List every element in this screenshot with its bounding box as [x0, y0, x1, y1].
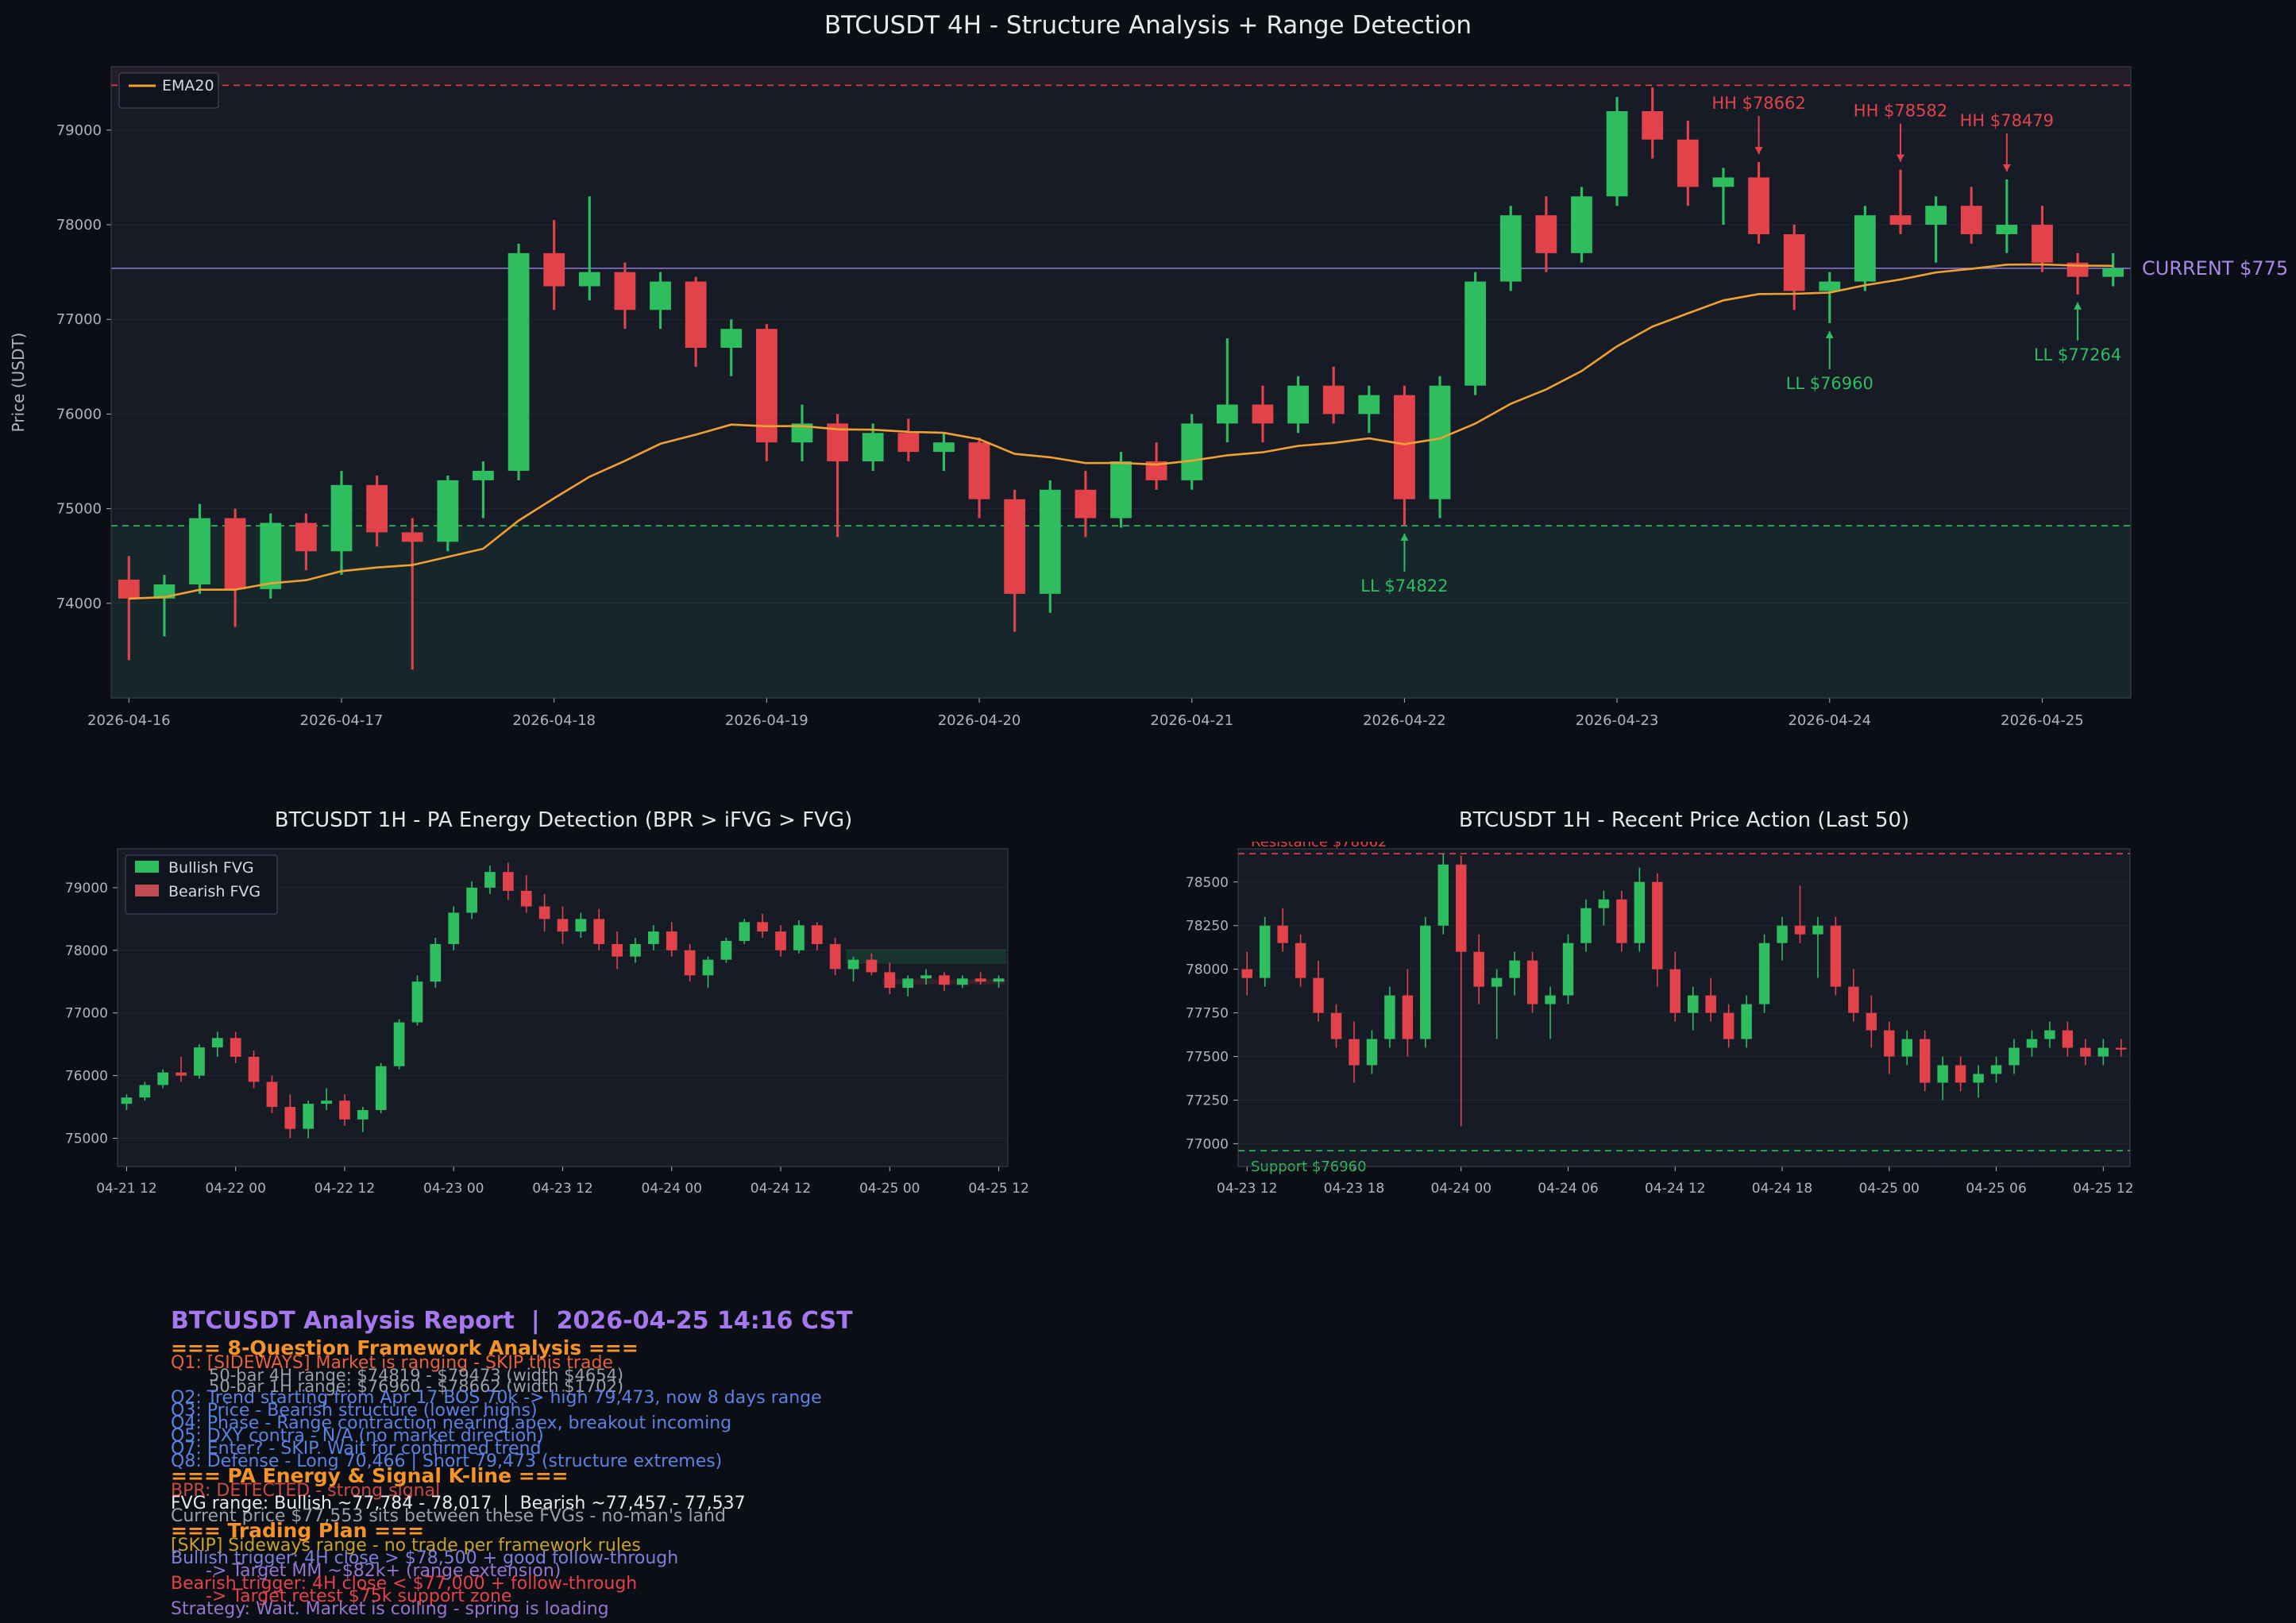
zone: [111, 67, 2131, 86]
plot-frame: [110, 66, 2132, 699]
svg-text:LL $74822: LL $74822: [1360, 576, 1448, 596]
y-tick-label: 78000: [56, 217, 102, 233]
candles: [1241, 854, 2127, 1127]
svg-text:HH $78662: HH $78662: [1711, 94, 1805, 113]
x-tick-label: 04-25 00: [859, 1181, 920, 1197]
x-tick-label: 04-22 12: [314, 1181, 375, 1197]
plot-background: [111, 67, 2131, 698]
y-tick-label: 76000: [56, 406, 102, 422]
x-tick-label: 04-22 00: [205, 1181, 265, 1197]
x-tick-label: 04-25 00: [1859, 1181, 1920, 1197]
svg-text:HH $78582: HH $78582: [1854, 102, 1947, 121]
y-tick-label: 77000: [1186, 1136, 1229, 1152]
y-tick-label: 78500: [1186, 875, 1229, 891]
analysis-report: BTCUSDT Analysis Report | 2026-04-25 14:…: [171, 1307, 2156, 1619]
y-tick-label: 77000: [65, 1006, 108, 1022]
x-tick-label: 2026-04-22: [1363, 712, 1446, 729]
x-tick-label: 2026-04-19: [725, 712, 808, 729]
plot-frame: [117, 848, 1009, 1167]
x-tick-label: 2026-04-21: [1150, 712, 1233, 729]
x-tick-label: 2026-04-17: [300, 712, 384, 729]
legend: EMA20: [118, 72, 219, 109]
annotation-hh: HH $78662: [1711, 94, 1806, 155]
current-price-label: CURRENT $77540: [2142, 257, 2287, 279]
y-tick-label: 76000: [65, 1069, 108, 1085]
zone: [846, 949, 1006, 964]
report-line: Current price $77,553 sits between these…: [171, 1506, 726, 1526]
x-tick-label: 2026-04-16: [87, 712, 171, 729]
y-tick-label: 75000: [56, 501, 102, 518]
candles: [118, 87, 2124, 670]
annotation-hh: HH $78582: [1854, 102, 1947, 162]
x-tick-label: 2026-04-20: [938, 712, 1021, 729]
x-tick-label: 04-23 12: [1217, 1181, 1277, 1197]
main-chart-title: BTCUSDT 4H - Structure Analysis + Range …: [824, 11, 1472, 40]
x-tick-label: 04-24 00: [1431, 1181, 1491, 1197]
y-tick-label: 75000: [65, 1131, 108, 1147]
y-tick-label: 77750: [1186, 1006, 1229, 1022]
report-line: Bullish trigger: 4H close > $78,500 + go…: [171, 1548, 679, 1568]
x-tick-label: 04-23 00: [423, 1181, 484, 1197]
legend: Bullish FVG Bearish FVG: [125, 854, 278, 915]
plot-background: [1238, 849, 2130, 1166]
zone: [111, 526, 2131, 698]
report-line: === PA Energy & Signal K-line ===: [171, 1464, 569, 1487]
svg-text:Bullish FVG: Bullish FVG: [168, 859, 254, 877]
y-tick-label: 79000: [65, 881, 108, 896]
y-tick-label: 77000: [56, 311, 102, 328]
x-tick-label: 04-23 12: [532, 1181, 592, 1197]
hline-label: Support $76960: [1251, 1158, 1367, 1175]
y-tick-label: 78000: [65, 943, 108, 959]
annotation-ll: LL $77264: [2034, 302, 2121, 364]
x-tick-label: 04-24 06: [1538, 1181, 1598, 1197]
x-tick-label: 04-25 06: [1966, 1181, 2026, 1197]
recent-price-chart: 77000 77250 77500 77750 78000 78250 78500 04-23…: [1186, 842, 2134, 1197]
x-tick-label: 04-25 12: [2073, 1181, 2133, 1197]
svg-text:EMA20: EMA20: [162, 77, 214, 94]
y-axis-label: Price (USDT): [9, 333, 28, 433]
report-line: BTCUSDT Analysis Report | 2026-04-25 14:…: [171, 1307, 853, 1335]
x-tick-label: 04-24 12: [751, 1181, 811, 1197]
y-tick-label: 74000: [56, 596, 102, 612]
report-line: === 8-Question Framework Analysis ===: [171, 1336, 639, 1359]
annotation-ll: LL $74822: [1360, 533, 1449, 596]
x-tick-label: 2026-04-23: [1576, 712, 1659, 729]
x-tick-label: 04-24 00: [642, 1181, 702, 1197]
svg-text:LL $76960: LL $76960: [1786, 374, 1873, 393]
report-line: Strategy: Wait. Market is coiling - spri…: [171, 1599, 609, 1619]
svg-text:LL $77264: LL $77264: [2034, 345, 2121, 364]
x-tick-label: 2026-04-25: [2001, 712, 2084, 729]
svg-text:Bearish FVG: Bearish FVG: [168, 883, 260, 900]
plot-frame: [1237, 848, 2131, 1167]
hline-label: Resistance $78662: [1251, 842, 1387, 850]
annotation-hh: HH $78479: [1960, 111, 2054, 172]
x-tick-label: 2026-04-18: [512, 712, 596, 729]
pa-energy-chart: 75000 76000 77000 78000 79000 04-21 12 04-22 0…: [65, 848, 1029, 1197]
y-tick-label: 77250: [1186, 1093, 1229, 1108]
x-tick-label: 04-21 12: [96, 1181, 156, 1197]
x-tick-label: 04-23 18: [1324, 1181, 1384, 1197]
candles: [121, 862, 1005, 1139]
x-tick-label: 04-24 18: [1752, 1181, 1812, 1197]
y-tick-label: 77500: [1186, 1050, 1229, 1066]
y-tick-label: 78000: [1186, 962, 1229, 978]
x-tick-label: 04-25 12: [968, 1181, 1028, 1197]
annotation-ll: LL $76960: [1786, 331, 1873, 393]
main-chart: 74000 75000 76000 77000 78000 79000 2026-04-16…: [9, 66, 2287, 729]
ema-line: [129, 263, 2113, 600]
recent-chart-title: BTCUSDT 1H - Recent Price Action (Last 5…: [1458, 808, 1910, 832]
x-tick-label: 04-24 12: [1645, 1181, 1705, 1197]
x-tick-label: 2026-04-24: [1788, 712, 1871, 729]
y-tick-label: 78250: [1186, 919, 1229, 935]
y-tick-label: 79000: [56, 122, 102, 139]
pa-chart-title: BTCUSDT 1H - PA Energy Detection (BPR > …: [274, 808, 853, 832]
svg-text:HH $78479: HH $78479: [1960, 111, 2054, 130]
